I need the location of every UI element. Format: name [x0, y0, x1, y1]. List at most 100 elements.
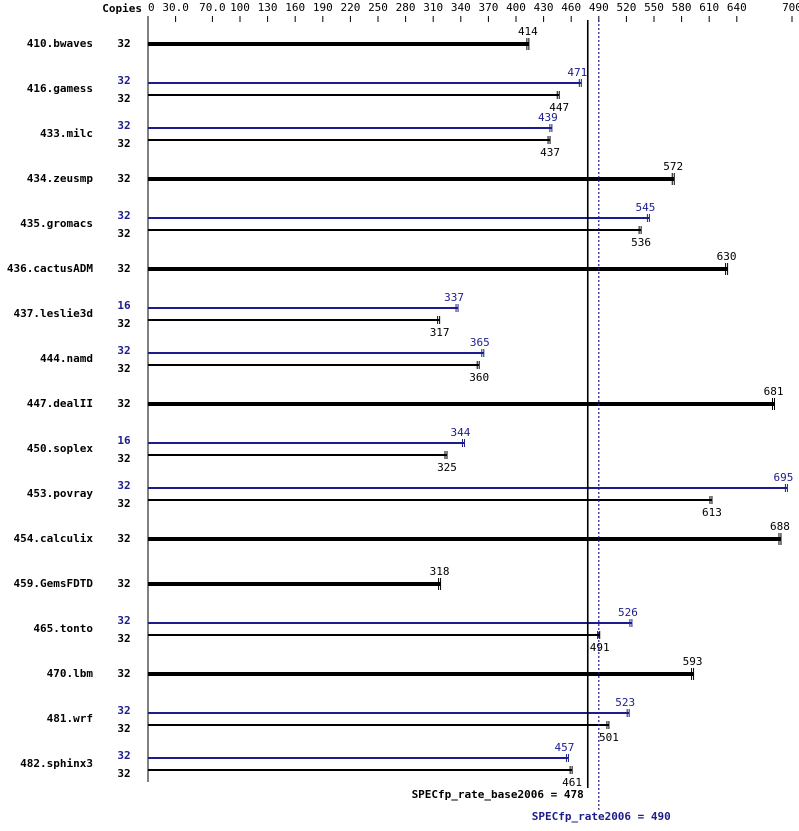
x-tick-label: 130: [258, 1, 278, 14]
copies: 32: [117, 452, 130, 465]
peak-bar: [148, 487, 788, 489]
benchmark-label: 437.leslie3d: [14, 307, 93, 320]
value-label: 461: [562, 776, 582, 789]
benchmark-label: 436.cactusADM: [7, 262, 93, 275]
base-bar: [148, 769, 573, 771]
value-label: 471: [567, 66, 587, 79]
value-label: 365: [470, 336, 490, 349]
benchmark-label: 434.zeusmp: [27, 172, 94, 185]
peak-bar: [148, 442, 465, 444]
peak-bar: [148, 82, 582, 84]
x-tick-label: 370: [478, 1, 498, 14]
copies: 32: [117, 92, 130, 105]
x-tick-label: 250: [368, 1, 388, 14]
value-label: 360: [469, 371, 489, 384]
copies: 32: [117, 344, 130, 357]
benchmark-label: 416.gamess: [27, 82, 93, 95]
x-tick-label: 0: [148, 1, 155, 14]
peak-bar: [148, 217, 650, 219]
base-bar: [148, 499, 712, 501]
copies: 32: [117, 262, 130, 275]
base-bar: [148, 139, 551, 141]
base-bar: [148, 582, 441, 586]
copies-header: Copies: [102, 2, 142, 15]
benchmark-label: 410.bwaves: [27, 37, 93, 50]
benchmark-label: 447.dealII: [27, 397, 93, 410]
base-bar: [148, 537, 781, 541]
x-tick-label: 100: [230, 1, 250, 14]
value-label: 545: [635, 201, 655, 214]
copies: 32: [117, 614, 130, 627]
copies: 32: [117, 704, 130, 717]
peak-bar: [148, 127, 552, 129]
copies: 32: [117, 497, 130, 510]
benchmark-label: 481.wrf: [47, 712, 93, 725]
benchmark-label: 465.tonto: [33, 622, 93, 635]
copies: 32: [117, 397, 130, 410]
base-bar: [148, 672, 694, 676]
copies: 32: [117, 767, 130, 780]
x-tick-label: 190: [313, 1, 333, 14]
value-label: 457: [555, 741, 575, 754]
benchmark-label: 453.povray: [27, 487, 94, 500]
reference-label: SPECfp_rate2006 = 490: [532, 810, 671, 823]
benchmark-label: 450.soplex: [27, 442, 94, 455]
base-bar: [148, 177, 675, 181]
benchmark-label: 470.lbm: [47, 667, 94, 680]
x-tick-label: 280: [396, 1, 416, 14]
x-tick-label: 580: [672, 1, 692, 14]
x-tick-label: 70.0: [199, 1, 226, 14]
x-tick-label: 490: [589, 1, 609, 14]
copies: 32: [117, 119, 130, 132]
copies: 32: [117, 532, 130, 545]
x-tick-label: 610: [699, 1, 719, 14]
value-label: 337: [444, 291, 464, 304]
value-label: 695: [773, 471, 793, 484]
copies: 32: [117, 37, 130, 50]
value-label: 523: [615, 696, 635, 709]
base-bar: [148, 454, 447, 456]
reference-label: SPECfp_rate_base2006 = 478: [412, 788, 584, 801]
value-label: 526: [618, 606, 638, 619]
copies: 32: [117, 722, 130, 735]
value-label: 447: [549, 101, 569, 114]
x-tick-label: 430: [534, 1, 554, 14]
peak-bar: [148, 712, 630, 714]
base-bar: [148, 267, 728, 271]
x-tick-label: 400: [506, 1, 526, 14]
x-tick-label: 30.0: [162, 1, 189, 14]
x-tick-label: 160: [285, 1, 305, 14]
base-bar: [148, 42, 529, 46]
copies: 32: [117, 479, 130, 492]
benchmark-label: 435.gromacs: [20, 217, 93, 230]
copies: 32: [117, 362, 130, 375]
value-label: 536: [631, 236, 651, 249]
value-label: 437: [540, 146, 560, 159]
copies: 32: [117, 74, 130, 87]
copies: 32: [117, 632, 130, 645]
x-tick-label: 700: [782, 1, 799, 14]
value-label: 688: [770, 520, 790, 533]
copies: 32: [117, 209, 130, 222]
benchmark-label: 433.milc: [40, 127, 93, 140]
value-label: 318: [430, 565, 450, 578]
x-tick-label: 460: [561, 1, 581, 14]
copies: 32: [117, 137, 130, 150]
peak-bar: [148, 757, 569, 759]
copies: 16: [117, 299, 131, 312]
copies: 32: [117, 749, 130, 762]
base-bar: [148, 319, 440, 321]
copies: 32: [117, 667, 130, 680]
value-label: 572: [663, 160, 683, 173]
x-tick-label: 340: [451, 1, 471, 14]
copies: 32: [117, 577, 130, 590]
value-label: 593: [683, 655, 703, 668]
x-tick-label: 640: [727, 1, 747, 14]
value-label: 491: [590, 641, 610, 654]
peak-bar: [148, 622, 632, 624]
x-tick-label: 220: [340, 1, 360, 14]
copies: 16: [117, 434, 131, 447]
base-bar: [148, 94, 560, 96]
peak-bar: [148, 352, 484, 354]
value-label: 630: [717, 250, 737, 263]
